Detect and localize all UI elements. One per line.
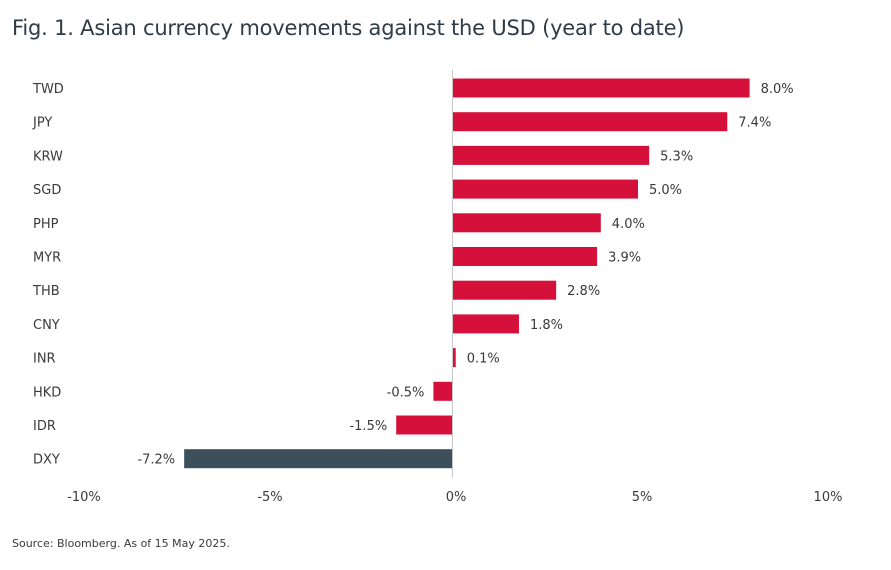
category-label-hkd: HKD — [33, 385, 61, 400]
category-label-sgd: SGD — [33, 183, 61, 198]
bars-group — [184, 78, 750, 469]
bar-thb — [452, 280, 557, 300]
bar-idr — [396, 415, 452, 435]
bar-twd — [452, 78, 750, 98]
x-tick-label: 0% — [446, 490, 467, 505]
source-note: Source: Bloomberg. As of 15 May 2025. — [12, 537, 230, 550]
value-label-twd: 8.0% — [761, 82, 794, 97]
bar-dxy — [184, 449, 452, 469]
x-tick-label: 10% — [814, 490, 843, 505]
bar-chart: TWD JPY KRW SGD PHP MYR THB CNY INR HKD IDR DXY 8.0… — [32, 70, 842, 505]
category-label-krw: KRW — [33, 149, 63, 164]
bar-cny — [452, 314, 519, 334]
value-label-krw: 5.3% — [660, 149, 693, 164]
chart-title: Fig. 1. Asian currency movements against… — [12, 16, 685, 40]
value-label-idr: -1.5% — [349, 419, 387, 434]
category-label-php: PHP — [33, 217, 59, 232]
value-label-php: 4.0% — [612, 217, 645, 232]
bar-php — [452, 213, 601, 233]
category-labels-group: TWD JPY KRW SGD PHP MYR THB CNY INR HKD IDR DXY — [32, 82, 64, 468]
category-label-thb: THB — [32, 284, 60, 299]
category-label-dxy: DXY — [33, 453, 60, 468]
bar-inr — [452, 348, 456, 368]
category-label-twd: TWD — [32, 82, 64, 97]
category-label-jpy: JPY — [32, 116, 52, 131]
category-label-inr: INR — [33, 352, 56, 367]
x-tick-label: -10% — [67, 490, 101, 505]
bar-krw — [452, 145, 650, 165]
value-labels-group: 8.0% 7.4% 5.3% 5.0% 4.0% 3.9% 2.8% 1.8% 0.1% -0.5… — [137, 82, 793, 468]
value-label-cny: 1.8% — [530, 318, 563, 333]
category-label-myr: MYR — [33, 251, 61, 266]
category-label-cny: CNY — [33, 318, 60, 333]
bar-jpy — [452, 112, 728, 132]
bar-sgd — [452, 179, 638, 199]
x-tick-label: 5% — [632, 490, 653, 505]
category-label-idr: IDR — [33, 419, 56, 434]
x-tick-labels-group: -10% -5% 0% 5% 10% — [67, 490, 842, 505]
value-label-myr: 3.9% — [608, 251, 641, 266]
x-tick-label: -5% — [257, 490, 282, 505]
value-label-sgd: 5.0% — [649, 183, 682, 198]
bar-myr — [452, 247, 598, 266]
value-label-inr: 0.1% — [467, 352, 500, 367]
bar-hkd — [433, 381, 452, 401]
value-label-dxy: -7.2% — [137, 453, 175, 468]
value-label-thb: 2.8% — [567, 284, 600, 299]
value-label-jpy: 7.4% — [738, 116, 771, 131]
value-label-hkd: -0.5% — [387, 385, 425, 400]
